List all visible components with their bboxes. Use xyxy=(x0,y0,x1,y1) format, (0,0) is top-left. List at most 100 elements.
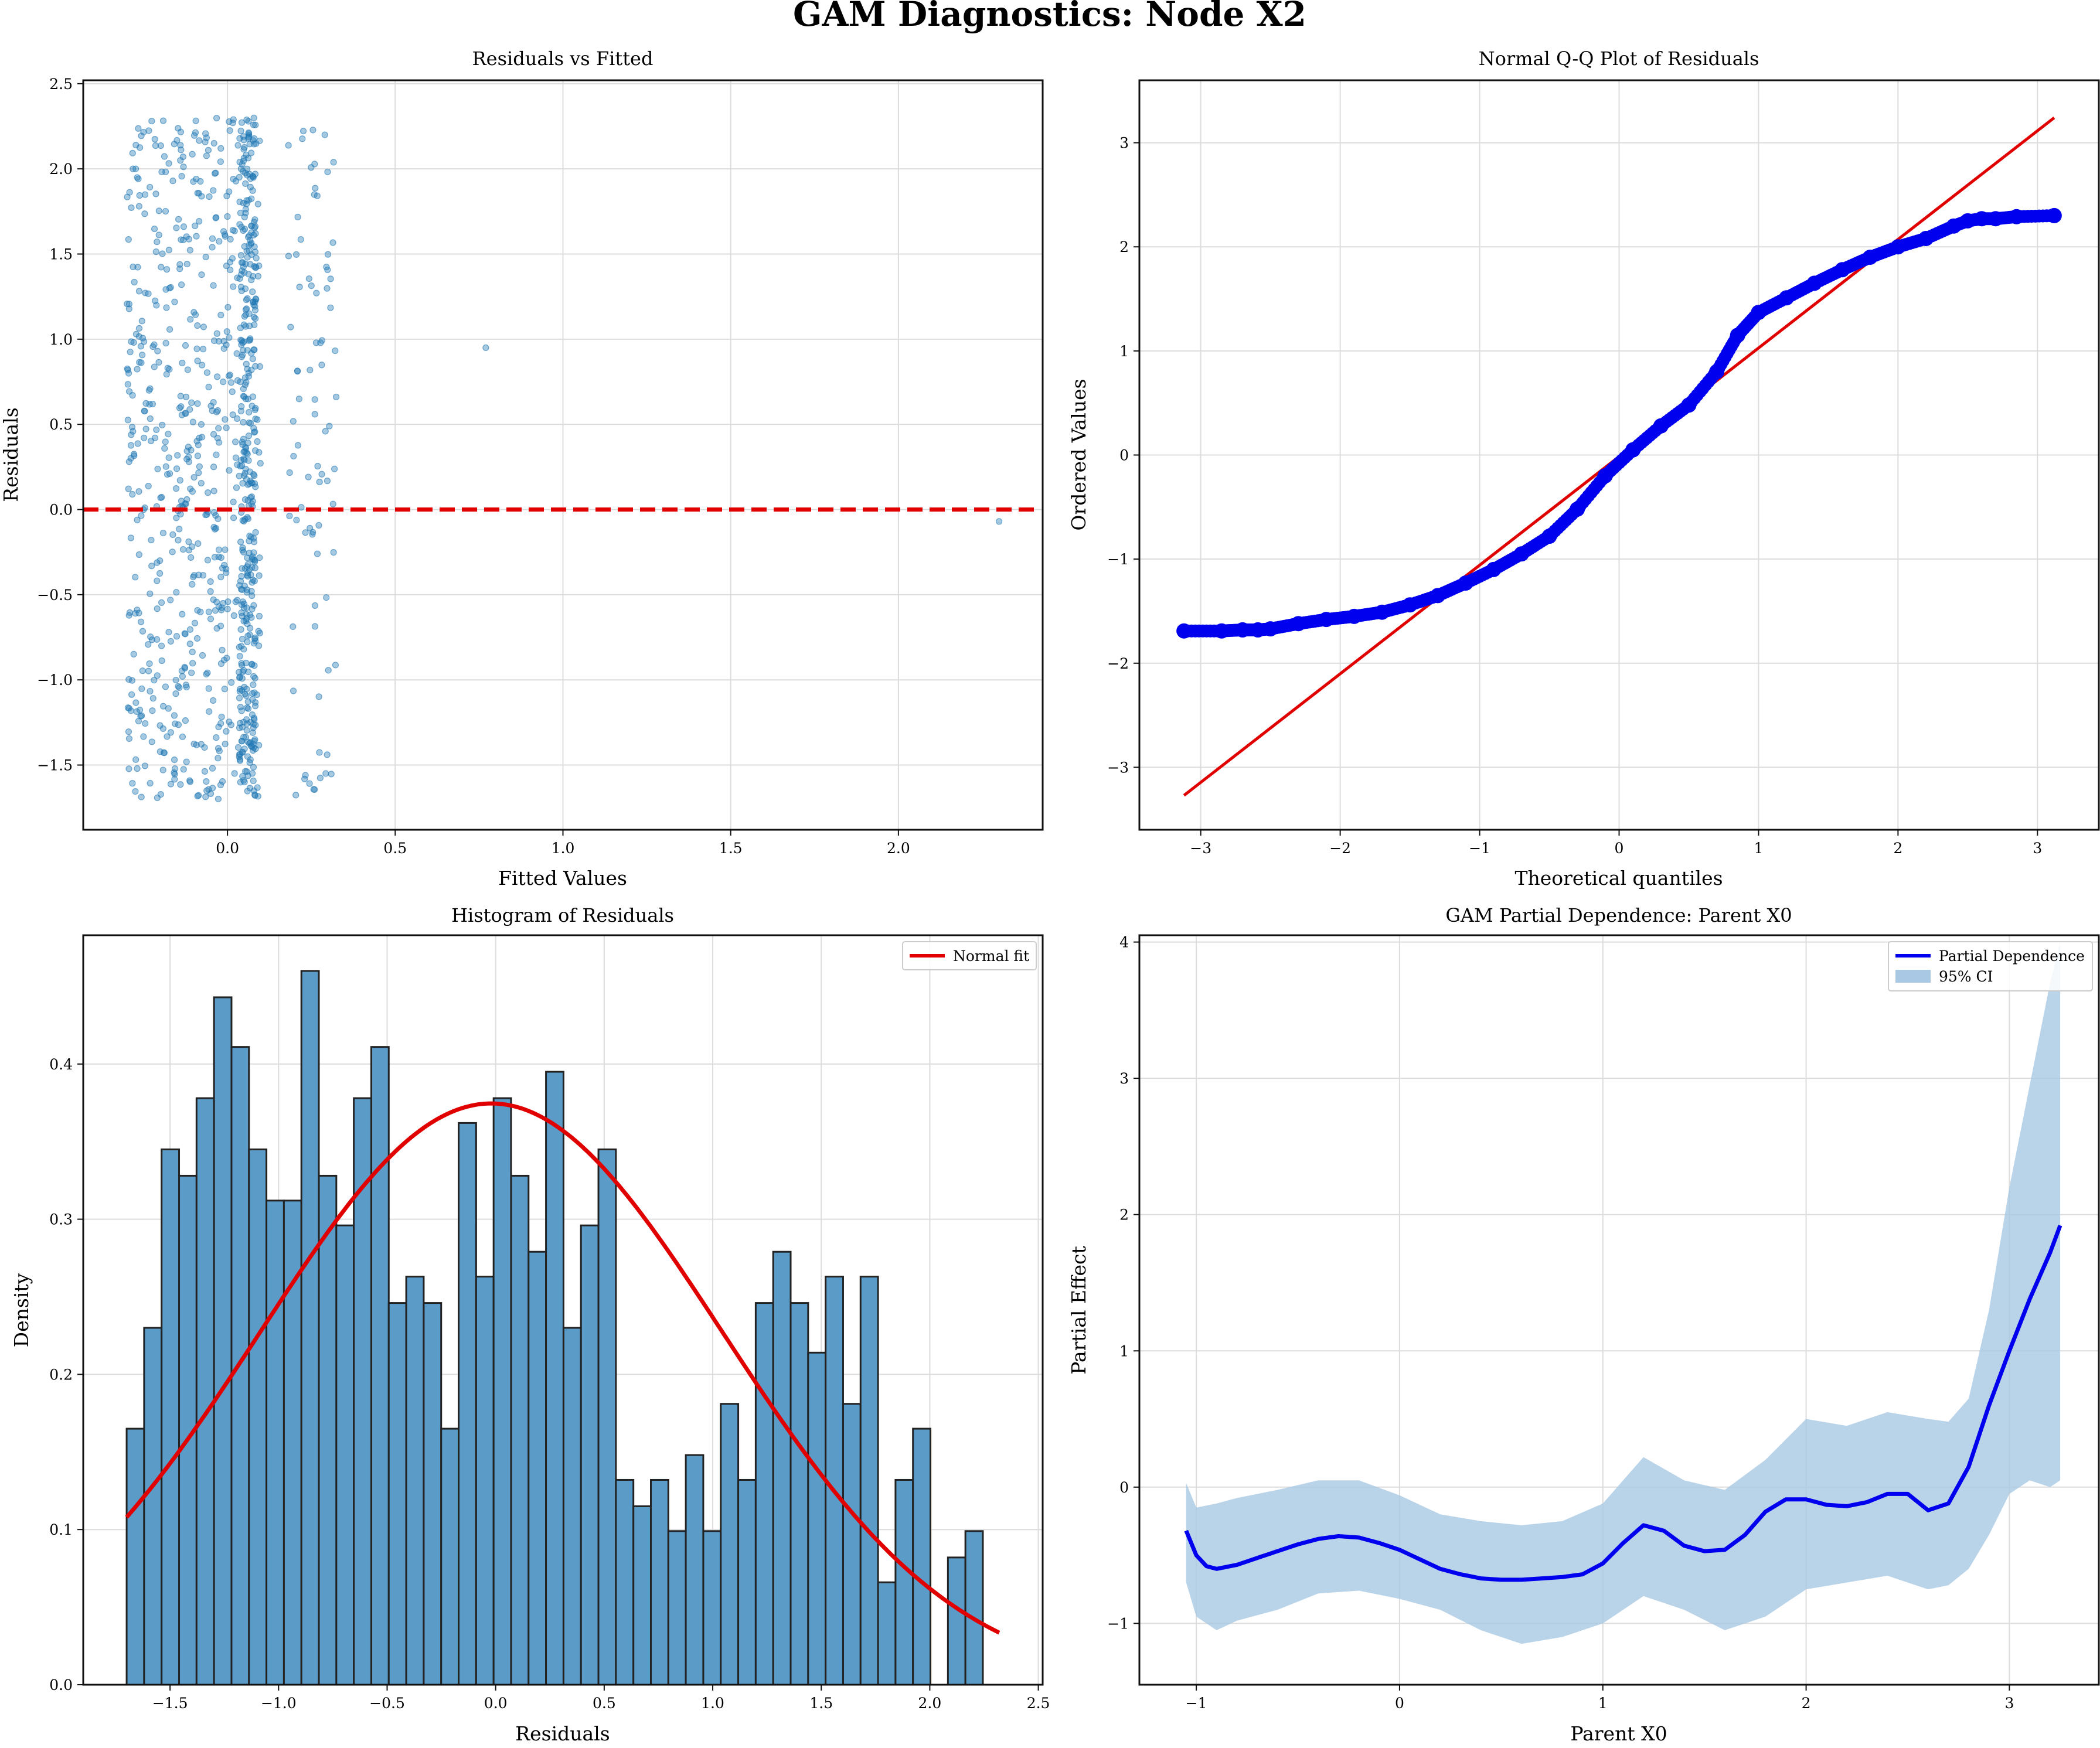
qq-point xyxy=(1235,622,1251,638)
residual-point xyxy=(194,452,202,459)
residual-point xyxy=(249,605,256,612)
residual-point xyxy=(328,771,335,778)
residual-point xyxy=(187,485,194,492)
residual-point xyxy=(167,781,175,788)
residual-point xyxy=(151,297,159,304)
residual-point xyxy=(251,737,258,745)
panel-histogram: Histogram of Residuals −1.5 −1.0 −0.5 0.0 0.… xyxy=(10,904,1050,1745)
residual-point xyxy=(194,792,201,800)
residual-point xyxy=(162,683,169,690)
residual-point xyxy=(302,772,309,779)
residual-point xyxy=(162,438,169,445)
histogram-bar xyxy=(125,1427,145,1686)
residual-point xyxy=(252,483,259,490)
histogram-bar xyxy=(912,1427,932,1686)
residual-point xyxy=(149,695,156,702)
residual-point xyxy=(239,773,246,780)
y-axis-ticks: −1 0 1 2 3 4 xyxy=(1107,934,1139,1632)
residual-point xyxy=(140,733,147,740)
qq-point xyxy=(2046,207,2062,223)
residual-point xyxy=(222,233,229,240)
residual-point xyxy=(241,226,249,233)
residual-point xyxy=(314,550,321,557)
residual-point xyxy=(243,116,250,124)
y-tick-label: 0.1 xyxy=(49,1521,73,1538)
residual-point xyxy=(155,231,162,238)
residual-point xyxy=(182,342,189,349)
residual-point xyxy=(177,128,185,135)
residual-point xyxy=(139,352,146,359)
residual-point xyxy=(141,210,148,217)
histogram-bar xyxy=(615,1478,635,1686)
residual-point xyxy=(316,775,324,782)
qq-point xyxy=(1946,218,1962,234)
x-tick-label: 2 xyxy=(1802,1695,1811,1712)
residual-point xyxy=(198,479,205,487)
residual-point xyxy=(130,165,137,172)
residual-point xyxy=(253,691,260,698)
residual-point xyxy=(239,547,246,554)
residual-point xyxy=(181,663,188,671)
residual-point xyxy=(327,304,334,311)
residual-point xyxy=(206,708,213,715)
residual-point xyxy=(130,339,137,346)
residual-point xyxy=(219,646,226,653)
y-tick-label: 0.0 xyxy=(49,502,73,519)
residual-point xyxy=(141,434,148,441)
residual-point xyxy=(176,526,183,533)
x-tick-label: −1.5 xyxy=(152,1695,188,1712)
residual-point xyxy=(230,514,237,522)
residual-point xyxy=(188,554,195,561)
quantile-points xyxy=(1176,207,2062,639)
residual-point xyxy=(124,193,131,200)
residual-point xyxy=(135,551,142,558)
x-tick-label: 3 xyxy=(2004,1695,2014,1712)
residual-outlier-point xyxy=(995,518,1003,525)
residual-point xyxy=(244,563,251,570)
residual-point xyxy=(219,778,226,785)
qq-point xyxy=(1597,468,1613,484)
residual-point xyxy=(256,137,263,145)
residual-point xyxy=(290,623,297,630)
residual-point xyxy=(223,655,230,662)
residual-point xyxy=(215,425,222,432)
residual-point xyxy=(330,549,337,556)
histogram-bar xyxy=(266,1200,285,1686)
residual-point xyxy=(286,512,293,520)
residual-point xyxy=(237,585,245,593)
residual-point xyxy=(175,216,182,223)
residual-point xyxy=(240,155,247,162)
residual-point xyxy=(213,734,220,741)
residual-point xyxy=(223,728,230,735)
residual-point xyxy=(329,239,336,246)
residual-point xyxy=(232,598,239,605)
residual-point xyxy=(203,778,210,785)
residual-point xyxy=(177,393,184,400)
histogram-bar xyxy=(597,1148,617,1686)
residual-point xyxy=(249,579,256,586)
legend-swatch-ci xyxy=(1895,970,1931,983)
x-tick-label: −1 xyxy=(1186,1695,1207,1712)
x-tick-label: 0.5 xyxy=(593,1695,616,1712)
residual-point xyxy=(243,360,250,367)
residual-point xyxy=(199,346,207,353)
residual-point xyxy=(128,204,135,212)
residual-point xyxy=(207,578,214,585)
residual-point xyxy=(324,478,331,485)
histogram-bar xyxy=(737,1478,757,1686)
residual-point xyxy=(229,255,236,262)
residual-point xyxy=(252,699,259,706)
qq-point xyxy=(1486,561,1502,577)
residual-point xyxy=(148,437,155,445)
x-tick-label: 0.0 xyxy=(216,840,239,857)
residual-point xyxy=(179,359,186,366)
residual-point xyxy=(249,661,256,668)
residual-point xyxy=(330,159,337,166)
residual-point xyxy=(147,183,154,191)
qq-point xyxy=(1570,501,1585,517)
residual-point xyxy=(224,213,231,220)
residual-point xyxy=(188,399,195,406)
residual-point xyxy=(189,418,196,425)
residual-point xyxy=(186,626,194,633)
residual-point xyxy=(324,168,331,175)
